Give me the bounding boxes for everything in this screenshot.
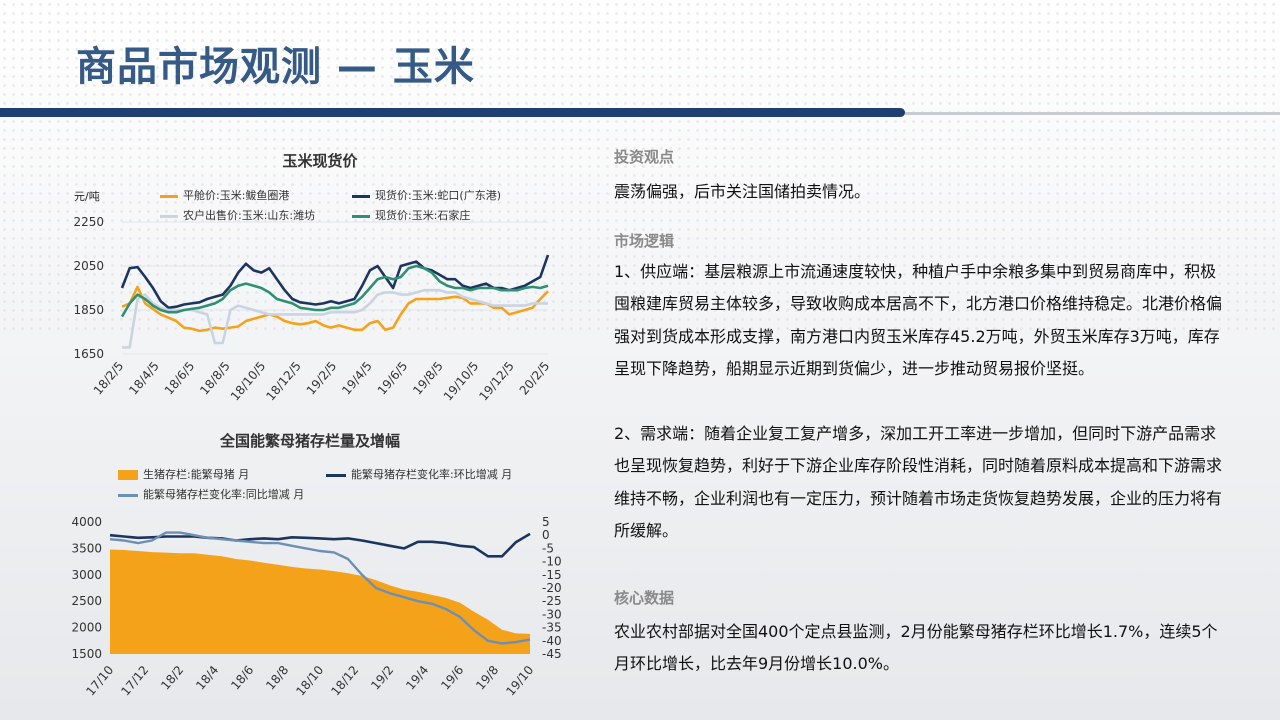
world-map-background (0, 0, 1280, 330)
title-underline (0, 106, 1280, 120)
x-tick-label: 18/2/5 (91, 359, 127, 398)
y2-tick-label: -45 (542, 647, 562, 661)
x-tick-label: 17/12 (118, 663, 151, 698)
x-tick-label: 19/8 (473, 663, 501, 693)
y2-tick-label: 5 (542, 515, 550, 529)
x-tick-label: 18/10 (293, 663, 326, 698)
series-area-0 (110, 549, 530, 654)
chart1-legend-item-1: 现货价:玉米:蛇口(广东港) (352, 187, 501, 203)
y-tick-label: 4000 (71, 515, 102, 529)
y2-tick-label: -40 (542, 634, 562, 648)
legend-swatch (352, 214, 370, 218)
series-line-0 (121, 285, 549, 333)
chart2-legend-item-2: 能繁母猪存栏变化率:同比增减 月 (118, 486, 304, 502)
chart1-legend-item-0: 平舱价:玉米:鲅鱼圈港 (160, 187, 289, 203)
y-tick-label: 1500 (71, 647, 102, 661)
x-tick-label: 19/12/5 (476, 359, 516, 403)
sow-inventory-chart: 1500 2000 2500 3000 3500 4000 50-5-10-15-20-25… (71, 515, 562, 698)
y-tick-label: 1650 (73, 347, 104, 361)
market-logic-demand-text: 2、需求端：随着企业复工复产增多，深加工开工率进一步增加，但同时下游产品需求也呈… (614, 424, 1223, 541)
legend-swatch (326, 473, 346, 477)
y2-tick-label: -20 (542, 581, 562, 595)
y2-tick-label: 0 (542, 528, 550, 542)
core-data-heading: 核心数据 (614, 589, 675, 607)
y-tick-label: 3500 (71, 541, 102, 555)
y2-tick-label: -5 (542, 541, 554, 555)
y2-tick-label: -30 (542, 607, 562, 621)
chart2-legend-item-0: 生猪存栏:能繁母猪 月 (118, 466, 249, 482)
x-tick-label: 19/4 (403, 663, 431, 693)
x-tick-label: 19/10/5 (441, 359, 481, 403)
x-tick-label: 18/2 (158, 663, 186, 693)
y-tick-label: 3000 (71, 568, 102, 582)
x-tick-label: 19/4/5 (339, 359, 375, 398)
y2-tick-label: -10 (542, 555, 562, 569)
page-title: 商品市场观测 — 玉米 (76, 44, 475, 90)
y2-tick-label: -25 (542, 594, 562, 608)
x-tick-label: 19/6 (438, 663, 466, 693)
chart1-legend-item-3: 现货价:玉米:石家庄 (352, 207, 470, 223)
series-line-1 (109, 532, 531, 558)
legend-swatch (160, 214, 178, 218)
x-tick-label: 19/10 (503, 663, 536, 698)
legend-swatch (118, 470, 138, 480)
y-tick-label: 2000 (71, 621, 102, 635)
x-tick-label: 19/2 (368, 663, 396, 693)
chart2-legend-item-1: 能繁母猪存栏变化率:环比增减 月 (326, 466, 512, 482)
x-tick-label: 18/10/5 (228, 359, 268, 403)
chart1-y-unit: 元/吨 (74, 190, 100, 203)
x-tick-label: 18/4 (193, 663, 221, 693)
market-logic-heading: 市场逻辑 (614, 232, 675, 250)
x-tick-label: 17/10 (83, 663, 116, 698)
y-tick-label: 2250 (73, 215, 104, 229)
series-line-2 (122, 288, 548, 349)
core-data-text: 农业农村部据对全国400个定点县监测，2月份能繁母猪存栏环比增长1.7%，连续5… (614, 622, 1218, 674)
x-tick-label: 20/2/5 (517, 359, 553, 398)
legend-swatch (352, 194, 370, 198)
x-tick-label: 19/8/5 (410, 359, 446, 398)
series-line-1 (120, 254, 550, 310)
x-tick-label: 18/6 (228, 663, 256, 693)
chart1-title: 玉米现货价 (282, 152, 358, 170)
investment-view-text: 震荡偏强，后市关注国储拍卖情况。 (614, 182, 871, 201)
x-tick-label: 18/8/5 (197, 359, 233, 398)
investment-view-heading: 投资观点 (614, 148, 675, 166)
corn-spot-price-chart: 1650 1850 2050 2250 18/2/5 18/4/5 18/6/5 18/8/5… (73, 215, 553, 403)
y2-tick-label: -35 (542, 621, 562, 635)
x-tick-label: 18/8 (263, 663, 291, 693)
x-tick-label: 19/6/5 (375, 359, 411, 398)
legend-swatch (160, 194, 178, 198)
x-tick-label: 18/12/5 (263, 359, 303, 403)
series-line-2 (109, 531, 531, 645)
x-tick-label: 18/12 (328, 663, 361, 698)
y2-tick-label: -15 (542, 568, 562, 582)
y-tick-label: 1850 (73, 303, 104, 317)
x-tick-label: 18/6/5 (162, 359, 198, 398)
legend-swatch (118, 493, 138, 497)
x-tick-label: 18/4/5 (126, 359, 162, 398)
series-line-3 (120, 264, 549, 318)
x-tick-label: 19/2/5 (304, 359, 340, 398)
chart1-legend-item-2: 农户出售价:玉米:山东:潍坊 (160, 207, 315, 223)
y-tick-label: 2050 (73, 259, 104, 273)
y-tick-label: 2500 (71, 594, 102, 608)
chart2-title: 全国能繁母猪存栏量及增幅 (219, 432, 400, 450)
market-logic-supply-text: 1、供应端：基层粮源上市流通速度较快，种植户手中余粮多集中到贸易商库中，积极囤粮… (614, 262, 1223, 379)
